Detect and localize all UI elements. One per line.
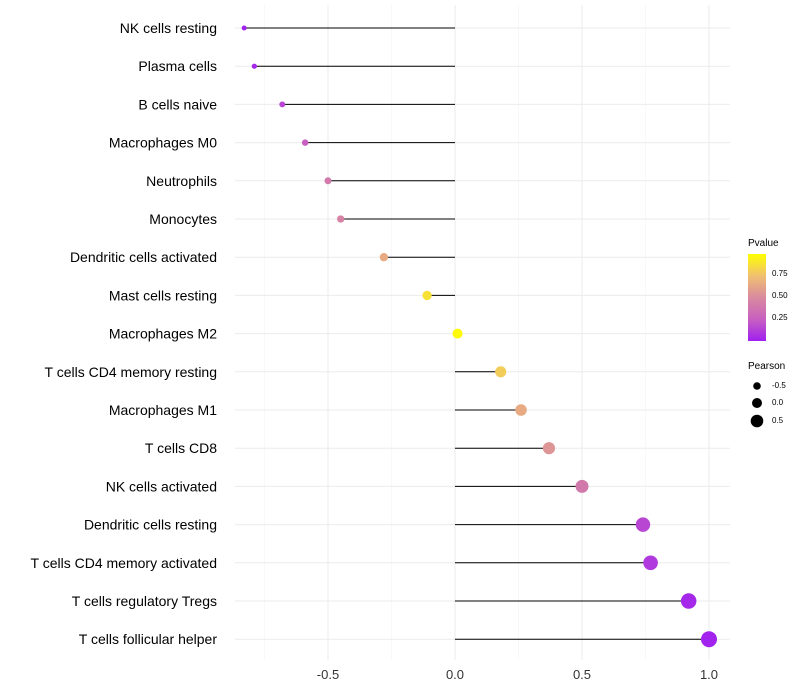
size-legend-title: Pearson [748, 361, 786, 372]
lollipop-point [701, 631, 717, 648]
y-tick-label: T cells CD4 memory resting [45, 364, 217, 380]
lollipop-point [301, 139, 309, 146]
size-dot-large [750, 414, 764, 428]
size-dot-medium [752, 398, 762, 408]
y-tick-label: Plasma cells [138, 58, 217, 74]
size-label: 0.0 [772, 398, 784, 407]
y-tick-label: Dendritic cells activated [70, 249, 217, 265]
color-legend-title: Pvalue [748, 238, 779, 249]
y-tick-label: Mast cells resting [109, 287, 217, 303]
color-tick: 0.25 [772, 313, 788, 322]
y-tick-label: NK cells activated [106, 478, 217, 494]
lollipop-point [635, 517, 651, 532]
x-tick-label: -0.5 [317, 667, 339, 682]
x-tick-label: 0.0 [446, 667, 464, 682]
size-legend-dots [750, 382, 764, 428]
lollipop-point [515, 404, 527, 416]
y-tick-label: Macrophages M1 [109, 402, 217, 418]
y-tick-label: T cells regulatory Tregs [72, 593, 217, 609]
lollipop-point [337, 215, 345, 223]
lollipop-point [279, 101, 286, 108]
lollipop-point [379, 253, 389, 262]
color-tick: 0.50 [772, 291, 788, 300]
y-tick-label: B cells naive [138, 96, 217, 112]
y-tick-label: Macrophages M2 [109, 326, 217, 342]
x-tick-label: 1.0 [700, 667, 718, 682]
lollipop-point [542, 442, 556, 455]
y-tick-label: T cells CD4 memory activated [31, 555, 217, 571]
lollipop-point [575, 479, 589, 493]
y-tick-label: T cells follicular helper [79, 631, 218, 647]
lollipop-point [324, 177, 332, 185]
lollipop-point [680, 593, 697, 609]
lollipop-point [251, 63, 257, 69]
size-dot-small [753, 382, 761, 390]
color-bar [748, 254, 766, 341]
lollipop-point [241, 25, 247, 31]
lollipop-point [452, 328, 463, 339]
lollipop-point [495, 366, 507, 378]
lollipop-point [643, 555, 658, 571]
y-tick-label: Neutrophils [146, 173, 217, 189]
y-tick-label: NK cells resting [120, 20, 217, 36]
y-tick-label: Dendritic cells resting [84, 517, 217, 533]
size-label: -0.5 [772, 381, 786, 390]
y-tick-label: Macrophages M0 [109, 135, 217, 151]
y-tick-label: T cells CD8 [145, 440, 217, 456]
y-tick-label: Monocytes [149, 211, 217, 227]
x-tick-label: 0.5 [573, 667, 591, 682]
color-tick: 0.75 [772, 269, 788, 278]
lollipop-point [422, 290, 432, 301]
size-label: 0.5 [772, 416, 784, 425]
